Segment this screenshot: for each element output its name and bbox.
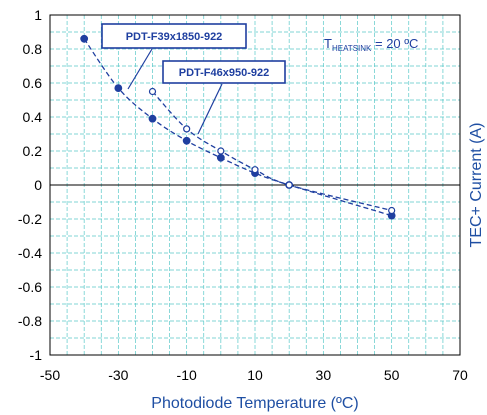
y-tick-label: 0.8 (23, 41, 43, 57)
series-2-point (388, 206, 396, 215)
callout-series-2: PDT-F46x950-922 (162, 60, 286, 135)
series-1-point (148, 114, 157, 123)
series-1-point (80, 34, 89, 43)
series-1-point (182, 136, 191, 145)
callout-series-1: PDT-F39x1850-922 (101, 23, 247, 90)
x-tick-label: -50 (40, 367, 60, 383)
callout-2-leader (197, 83, 223, 135)
callout-2-box (162, 60, 286, 84)
x-axis-title: Photodiode Temperature (ºC) (151, 395, 358, 412)
series-2-label: PDT-F46x950-922 (179, 67, 270, 79)
series-1-point (114, 84, 123, 92)
y-tick-label: 1 (34, 7, 42, 23)
y-tick-label: -1 (30, 347, 43, 363)
callout-1-leader (127, 48, 153, 90)
series-layer (80, 34, 396, 220)
y-tick-labels: 1 0.8 0.6 0.4 0.2 0 -0.2 -0.4 -0.6 -0.8 -1 (18, 7, 42, 363)
callout-1-box (101, 23, 247, 49)
x-tick-label: 70 (452, 367, 468, 383)
series-2-point (217, 147, 225, 155)
y-tick-label: -0.2 (18, 211, 42, 227)
y-tick-label: 0 (34, 177, 42, 193)
series-1-point (216, 153, 225, 162)
x-tick-label: 30 (316, 367, 332, 383)
series-1-label: PDT-F39x1850-922 (126, 31, 223, 43)
y-tick-label: 0.4 (23, 109, 43, 125)
y-tick-label: 0.6 (23, 75, 43, 91)
y-tick-label: -0.8 (18, 313, 42, 329)
x-tick-labels: -50 -30 -10 10 30 50 70 (40, 367, 468, 383)
series-2-point (251, 166, 259, 174)
x-tick-label: 50 (384, 367, 400, 383)
x-tick-label: -30 (108, 367, 128, 383)
x-tick-label: -10 (177, 367, 197, 383)
series-2-point (183, 125, 191, 133)
y-tick-label: -0.4 (18, 245, 42, 261)
x-tick-label: 10 (247, 367, 263, 383)
y-tick-label: -0.6 (18, 279, 42, 295)
series-2-point (285, 181, 293, 189)
y-axis-title: TEC+ Current (A) (468, 123, 485, 248)
heatsink-annotation: THEATSINK = 20 ºC (324, 36, 418, 53)
series-2-point (148, 87, 157, 96)
y-tick-label: 0.2 (23, 143, 43, 159)
